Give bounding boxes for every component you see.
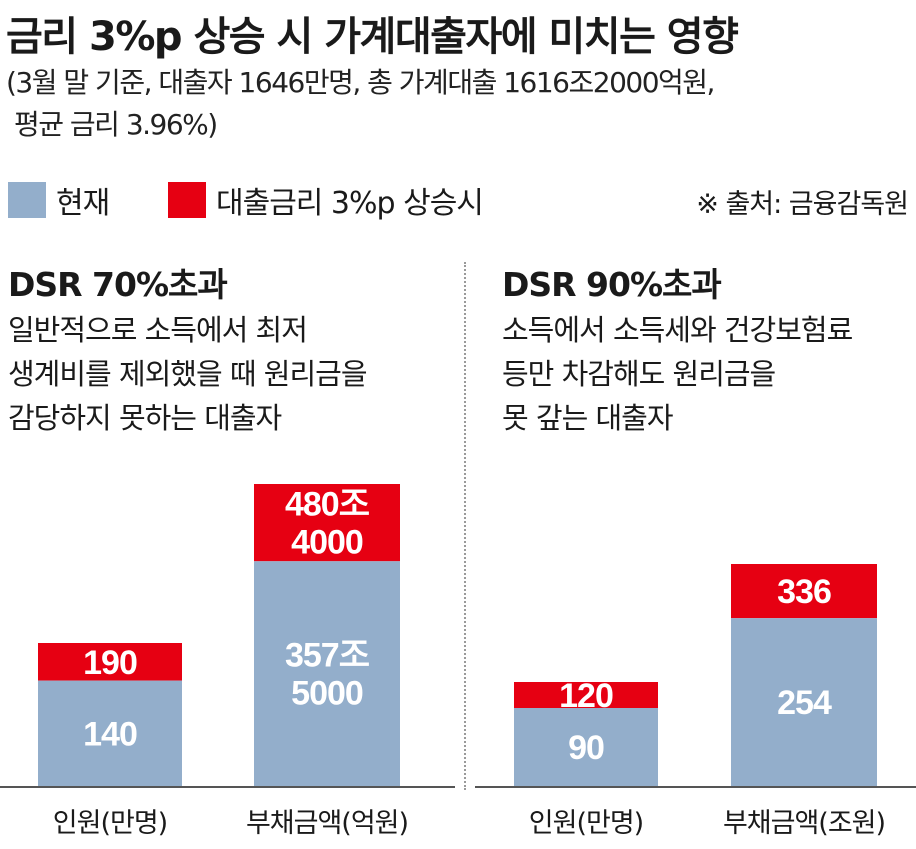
- category-label: 인원(만명): [529, 808, 643, 839]
- panel-desc-line: 감당하지 못하는 대출자: [8, 401, 282, 435]
- category-label: 부채금액(조원): [723, 808, 885, 839]
- panel-title-dsr90: DSR 90%초과: [502, 265, 722, 304]
- chart-title: 금리 3%p 상승 시 가계대출자에 미치는 영향: [6, 14, 739, 60]
- panel-desc-line: 못 갚는 대출자: [502, 401, 674, 435]
- bar-rate-up: [38, 643, 182, 681]
- legend-label-current: 현재: [56, 186, 110, 221]
- subtitle-line-2: 평균 금리 3.96%): [14, 108, 218, 141]
- data-label-current: 357조 5000: [285, 637, 370, 713]
- bar-current: [731, 618, 877, 786]
- bar-rate-up: [254, 484, 400, 562]
- panel-desc-line: 등만 차감해도 원리금을: [502, 357, 776, 391]
- data-label-current: 140: [83, 715, 137, 753]
- data-label-rate-up: 120: [559, 677, 613, 715]
- data-label-rate-up: 480조 4000: [285, 486, 370, 562]
- category-label: 인원(만명): [53, 808, 167, 839]
- data-label-current: 254: [777, 684, 832, 722]
- data-label-rate-up: 336: [777, 573, 831, 611]
- legend-item-current: 현재: [8, 180, 110, 221]
- panel-desc-line: 생계비를 제외했을 때 원리금을: [8, 357, 368, 391]
- bar-current: [254, 561, 400, 786]
- chart-subtitle: (3월 말 기준, 대출자 1646만명, 총 가계대출 1616조2000억원…: [6, 62, 911, 146]
- data-label-rate-up: 190: [83, 644, 137, 682]
- bar-current: [514, 708, 658, 786]
- panel-desc-dsr90: 소득에서 소득세와 건강보험료 등만 차감해도 원리금을 못 갚는 대출자: [502, 308, 916, 440]
- panel-desc-line: 소득에서 소득세와 건강보험료: [502, 313, 853, 347]
- legend-item-rate-up: 대출금리 3%p 상승시: [168, 180, 484, 221]
- bar-rate-up: [731, 564, 877, 619]
- bar-current: [38, 680, 182, 786]
- bar-rate-up: [514, 682, 658, 708]
- subtitle-line-1: (3월 말 기준, 대출자 1646만명, 총 가계대출 1616조2000억원…: [6, 66, 715, 99]
- source-note: ※ 출처: 금융감독원: [696, 189, 909, 220]
- category-label: 부채금액(억원): [246, 808, 408, 839]
- panel-divider: [464, 262, 466, 790]
- panel-title-dsr70: DSR 70%초과: [8, 265, 228, 304]
- panel-desc-dsr70: 일반적으로 소득에서 최저 생계비를 제외했을 때 원리금을 감당하지 못하는 …: [8, 308, 448, 440]
- legend-label-rate-up: 대출금리 3%p 상승시: [216, 186, 484, 221]
- panel-desc-line: 일반적으로 소득에서 최저: [8, 313, 308, 347]
- data-label-current: 90: [568, 729, 604, 767]
- legend-swatch-current: [8, 182, 46, 218]
- legend-swatch-rate-up: [168, 182, 206, 218]
